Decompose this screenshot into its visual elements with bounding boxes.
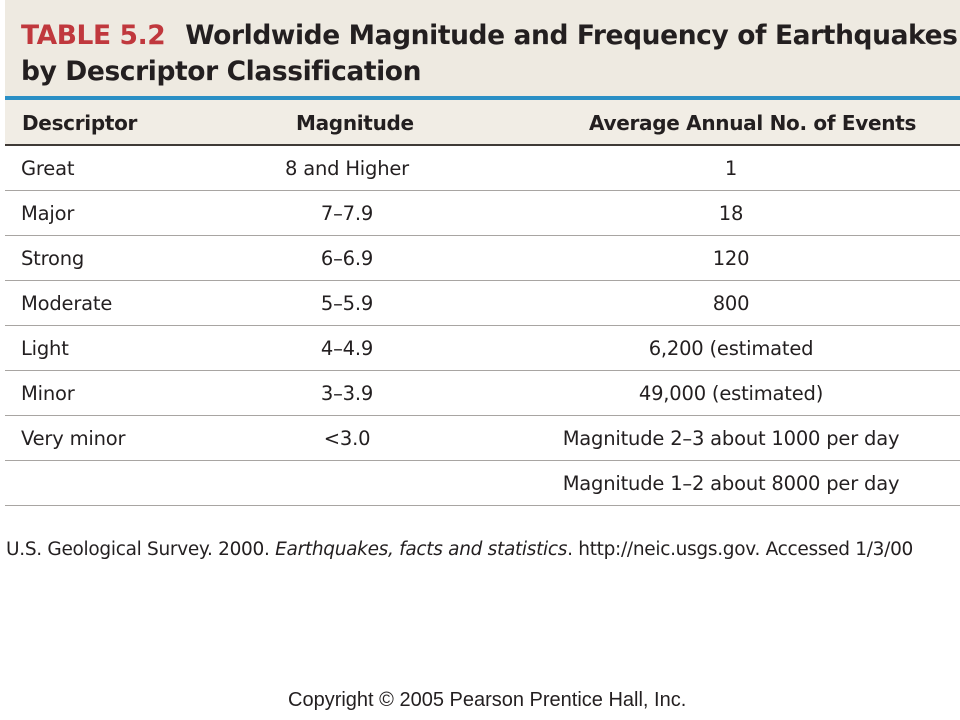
source-title: Earthquakes, facts and statistics — [275, 539, 568, 560]
descriptor-cell: Minor — [21, 382, 75, 405]
table-row: Major 7–7.9 18 — [5, 191, 960, 236]
table-row: Very minor <3.0 Magnitude 2–3 about 1000… — [5, 416, 960, 461]
table-title-text: Worldwide Magnitude and Frequency of Ear… — [185, 20, 958, 51]
table-title-line-1: TABLE 5.2 Worldwide Magnitude and Frequen… — [21, 20, 958, 52]
descriptor-cell: Light — [21, 337, 69, 360]
table-row: Light 4–4.9 6,200 (estimated — [5, 326, 960, 371]
table-row: Strong 6–6.9 120 — [5, 236, 960, 281]
source-citation: U.S. Geological Survey. 2000. Earthquake… — [6, 539, 913, 560]
descriptor-cell: Very minor — [21, 427, 126, 450]
table-row: Minor 3–3.9 49,000 (estimated) — [5, 371, 960, 416]
table-row: Magnitude 1–2 about 8000 per day — [5, 461, 960, 506]
table-header-row — [5, 100, 960, 144]
source-prefix: U.S. Geological Survey. 2000. — [6, 539, 276, 560]
column-header-descriptor: Descriptor — [22, 111, 138, 135]
column-header-magnitude: Magnitude — [296, 111, 414, 135]
column-header-events: Average Annual No. of Events — [589, 111, 917, 135]
table-row: Great 8 and Higher 1 — [5, 146, 960, 191]
table-row: Moderate 5–5.9 800 — [5, 281, 960, 326]
header-divider — [5, 144, 960, 146]
descriptor-cell: Major — [21, 202, 75, 225]
descriptor-cell: Great — [21, 157, 75, 180]
table-number-label: TABLE 5.2 — [21, 20, 166, 51]
table-title-line-2: by Descriptor Classification — [21, 56, 422, 87]
descriptor-cell: Strong — [21, 247, 85, 270]
source-suffix: . http://neic.usgs.gov. Accessed 1/3/00 — [567, 539, 914, 560]
title-divider — [5, 96, 960, 100]
copyright-notice: Copyright © 2005 Pearson Prentice Hall, … — [288, 689, 687, 711]
table-title-band: TABLE 5.2 Worldwide Magnitude and Frequen… — [5, 0, 960, 96]
descriptor-cell: Moderate — [21, 292, 113, 315]
